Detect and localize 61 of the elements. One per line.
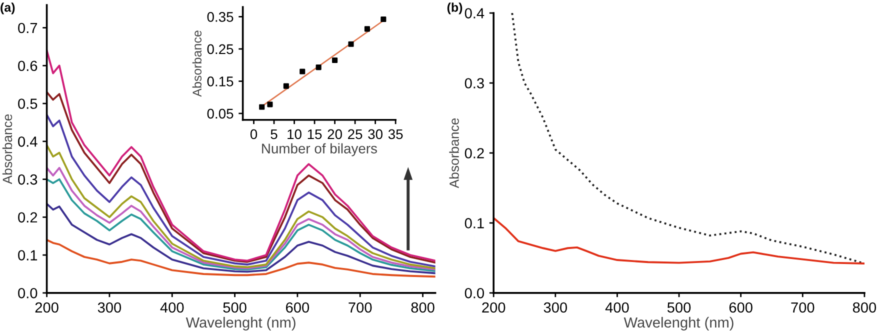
y-tick-label: 0.35 bbox=[207, 12, 234, 22]
text: (b) bbox=[447, 2, 462, 14]
y-tick-label: 0.3 bbox=[464, 78, 484, 88]
y-tick-label: 0.4 bbox=[464, 8, 484, 18]
point bbox=[380, 16, 386, 22]
y-axis-title: Absorbance bbox=[2, 114, 12, 184]
x-tick-label: 800 bbox=[852, 302, 876, 313]
x-tick-label: 200 bbox=[482, 302, 506, 313]
point bbox=[300, 68, 306, 74]
x-tick-label: 400 bbox=[605, 302, 629, 313]
x-tick-label: 600 bbox=[286, 302, 310, 313]
line-series bbox=[46, 144, 436, 270]
x-tick-label: 35 bbox=[388, 129, 403, 140]
x-axis-title: Number of bilayers bbox=[262, 143, 377, 156]
y-tick-label: 0.2 bbox=[18, 212, 38, 223]
x-tick-label: 300 bbox=[544, 302, 568, 313]
x-tick-label: 15 bbox=[308, 129, 322, 140]
point bbox=[259, 104, 265, 110]
line-series bbox=[46, 202, 436, 274]
x-tick-label: 300 bbox=[98, 302, 122, 313]
x-tick-label: 700 bbox=[791, 302, 814, 313]
y-axis-title: Absorbance bbox=[192, 30, 202, 97]
x-tick-label: 700 bbox=[348, 302, 372, 313]
x-tick-label: 0 bbox=[250, 129, 258, 140]
y-tick-label: 0.1 bbox=[18, 250, 38, 260]
x-tick-label: 400 bbox=[160, 302, 184, 313]
x-axis-title: Wavelenght (nm) bbox=[186, 316, 296, 331]
point bbox=[364, 26, 370, 32]
x-tick-label: 30 bbox=[368, 129, 383, 140]
y-tick-label: 0.0 bbox=[18, 288, 38, 298]
y-tick-label: 0.15 bbox=[207, 76, 234, 86]
line-series bbox=[511, 13, 864, 265]
y-tick-label: 0.1 bbox=[464, 218, 484, 228]
y-tick-label: 0.5 bbox=[18, 98, 38, 109]
x-tick-label: 600 bbox=[729, 302, 752, 313]
y-tick-label: 0.3 bbox=[18, 174, 38, 185]
y-tick-label: 0.05 bbox=[207, 108, 234, 119]
line-series bbox=[46, 238, 436, 278]
x-tick-label: 20 bbox=[328, 129, 342, 140]
x-axis-title: Wavelenght (nm) bbox=[624, 316, 734, 331]
y-tick-label: 0.25 bbox=[207, 44, 234, 54]
point bbox=[283, 83, 289, 89]
y-tick-label: 0.7 bbox=[18, 22, 38, 34]
y-tick-label: 0.2 bbox=[464, 148, 484, 158]
x-tick-label: 500 bbox=[667, 302, 691, 313]
text: (a) bbox=[0, 2, 15, 14]
y-tick-label: 0.0 bbox=[464, 288, 484, 298]
x-tick-label: 500 bbox=[223, 302, 246, 313]
line-series bbox=[494, 217, 864, 265]
x-tick-label: 200 bbox=[35, 302, 58, 313]
point bbox=[316, 64, 322, 70]
point bbox=[332, 57, 338, 64]
x-tick-label: 5 bbox=[270, 129, 278, 140]
point bbox=[267, 102, 273, 108]
x-tick-label: 25 bbox=[348, 129, 362, 140]
x-tick-label: 10 bbox=[288, 129, 302, 140]
point bbox=[348, 41, 354, 47]
x-tick-label: 800 bbox=[411, 302, 434, 313]
y-axis-title: Absorbance bbox=[449, 118, 459, 188]
y-tick-label: 0.4 bbox=[18, 136, 38, 147]
y-tick-label: 0.6 bbox=[18, 60, 38, 72]
